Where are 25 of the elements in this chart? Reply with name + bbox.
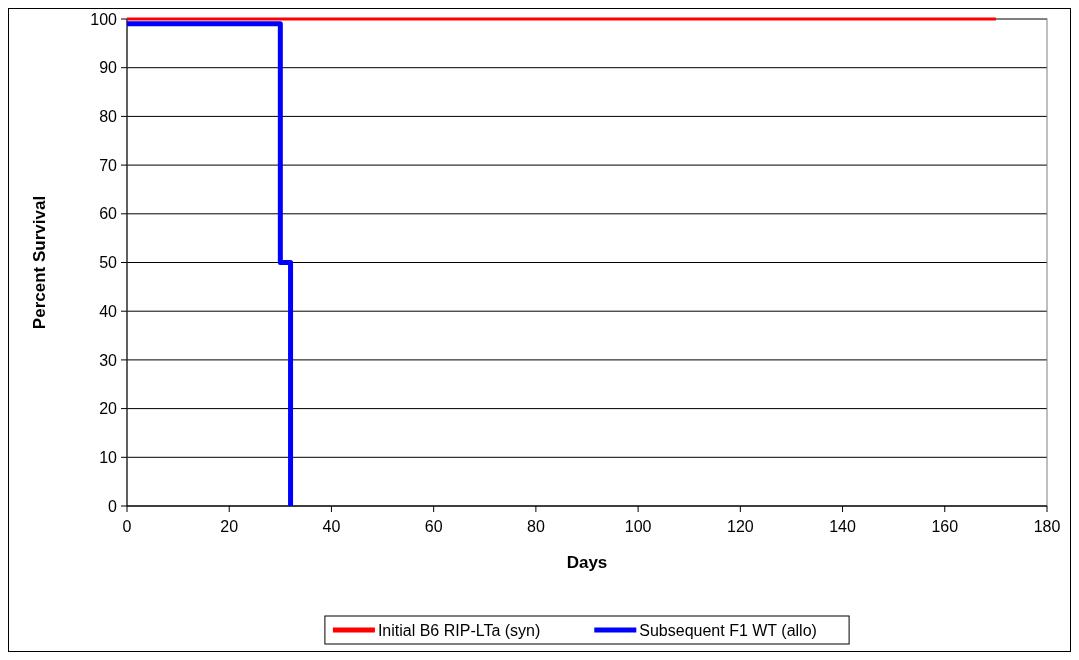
x-tick-label: 160 xyxy=(931,518,959,535)
y-tick-label: 0 xyxy=(108,497,118,515)
x-tick-label: 20 xyxy=(220,518,239,535)
y-tick-label: 80 xyxy=(99,108,118,125)
y-axis-title: Percent Survival xyxy=(30,195,49,330)
x-tick-label: 0 xyxy=(122,518,132,535)
x-tick-label: 80 xyxy=(526,518,545,535)
y-tick-label: 90 xyxy=(99,59,118,77)
y-tick-label: 50 xyxy=(99,254,118,272)
x-tick-label: 140 xyxy=(829,518,856,535)
x-tick-label: 100 xyxy=(624,518,652,535)
y-tick-label: 30 xyxy=(99,351,118,369)
legend-label: Subsequent F1 WT (allo) xyxy=(639,621,817,639)
y-tick-label: 40 xyxy=(99,302,118,320)
x-tick-label: 40 xyxy=(322,518,341,535)
y-tick-label: 20 xyxy=(99,400,118,418)
legend-label: Initial B6 RIP-LTa (syn) xyxy=(377,621,541,639)
y-tick-label: 60 xyxy=(99,205,118,223)
y-tick-label: 100 xyxy=(90,10,118,28)
y-tick-label: 70 xyxy=(99,156,118,174)
x-axis-title: Days xyxy=(566,553,608,572)
x-tick-label: 120 xyxy=(726,518,754,535)
y-tick-label: 10 xyxy=(99,448,118,466)
x-tick-label: 60 xyxy=(424,518,443,535)
x-tick-label: 180 xyxy=(1033,518,1061,535)
